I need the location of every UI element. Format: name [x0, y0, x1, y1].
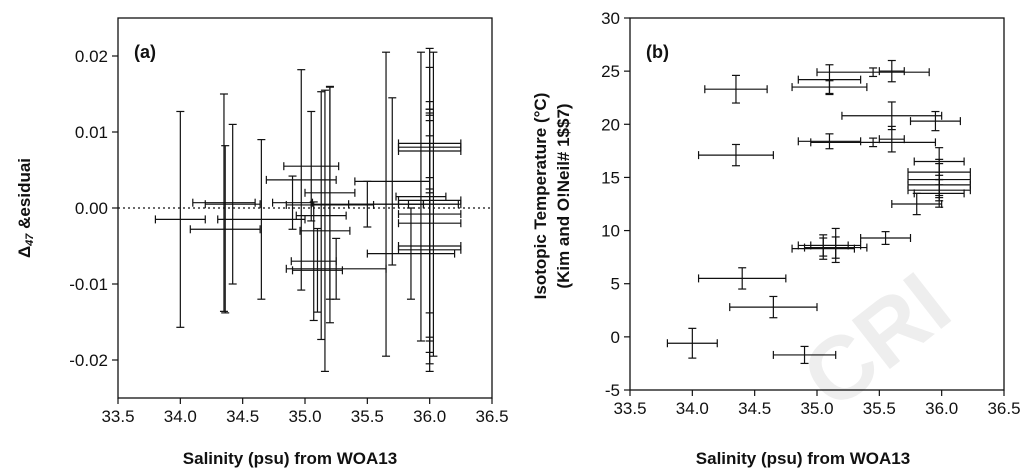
data-point [291, 227, 343, 313]
panel-a-y-axis-rest: &esiduai [15, 158, 34, 234]
panel-a-x-tick-label: 35.0 [288, 407, 321, 426]
panel-a-x-axis-title: Salinity (psu) from WOA13 [183, 449, 397, 468]
panel-b-y-tick-label: 20 [601, 115, 620, 134]
data-point [772, 345, 837, 365]
data-point [395, 51, 447, 342]
panel-b-y-tick-label: 25 [601, 62, 620, 81]
data-point [697, 143, 774, 167]
panel-a-x-tick-label: 34.0 [164, 407, 197, 426]
data-point [913, 178, 965, 208]
data-point [909, 110, 961, 132]
panel-a-y-tick-label: 0.00 [75, 199, 108, 218]
panel-a-label: (a) [134, 42, 156, 62]
data-point [891, 192, 943, 216]
data-point [217, 139, 306, 300]
panel-a-x-tick-label: 36.0 [413, 407, 446, 426]
panel-b-y-tick-label: 30 [601, 9, 620, 28]
panel-a-y-axis-subscript: 47 [24, 233, 36, 247]
data-point [697, 267, 787, 290]
data-point [810, 227, 862, 264]
panel-b-x-tick-label: 35.5 [863, 399, 896, 418]
panel-b-label: (b) [646, 42, 669, 62]
data-point [878, 125, 905, 153]
panel-b-y-tick-label: 5 [611, 275, 620, 294]
data-point [271, 175, 314, 230]
panel-a-y-tick-label: -0.02 [69, 351, 108, 370]
panel-a-errorbars [154, 47, 462, 372]
panel-b-y-tick-label: 0 [611, 328, 620, 347]
panel-a: 33.5 34.0 34.5 35.0 35.5 36.0 36.5 0.02 0.01 0.00… [15, 17, 509, 468]
data-point [878, 59, 905, 83]
panel-a-y-axis-title: Δ47 &esiduai [15, 158, 36, 258]
panel-b-y-tick-label: -5 [605, 381, 620, 400]
data-point [204, 123, 261, 285]
data-point [265, 69, 337, 291]
data-point [154, 110, 206, 328]
data-point [397, 108, 462, 338]
data-point [860, 231, 912, 245]
data-point [354, 97, 431, 266]
panel-b: 33.5 34.0 34.5 35.0 35.5 36.0 36.5 -5 0 5 10 15 20 25… [531, 9, 1021, 468]
panel-b-x-tick-label: 35.0 [800, 399, 833, 418]
panel-b-x-axis-title: Salinity (psu) from WOA13 [696, 449, 910, 468]
panel-b-x-tick-label: 33.5 [613, 399, 646, 418]
panel-b-y-tick-label: 15 [601, 168, 620, 187]
data-point [841, 101, 943, 131]
panel-b-x-tick-label: 34.5 [738, 399, 771, 418]
panel-a-y-tick-label: -0.01 [69, 275, 108, 294]
data-point [666, 327, 718, 359]
data-point [704, 74, 768, 104]
panel-a-y-tick-label: 0.02 [75, 47, 108, 66]
data-point [189, 145, 261, 314]
data-point [366, 207, 456, 300]
panel-a-x-tick-label: 36.5 [475, 407, 508, 426]
data-point [407, 51, 459, 357]
panel-b-errorbars [666, 59, 971, 365]
data-point [791, 80, 868, 95]
panel-a-x-tick-label: 35.5 [351, 407, 384, 426]
data-point [285, 86, 375, 324]
panel-a-x-tick-label: 33.5 [101, 407, 134, 426]
data-point [729, 295, 818, 319]
panel-b-y-axis-title-line2: (Kim and O!Neil# 1$$7) [554, 103, 573, 288]
panel-b-x-tick-label: 36.5 [987, 399, 1020, 418]
data-point [299, 89, 351, 372]
data-point [810, 137, 937, 148]
panel-b-x-tick-label: 36.0 [925, 399, 958, 418]
data-point [295, 91, 347, 341]
data-point [797, 133, 862, 150]
panel-b-y-tick-label: 10 [601, 222, 620, 241]
panel-b-x-tick-label: 34.0 [676, 399, 709, 418]
data-point [192, 93, 256, 312]
data-point [816, 67, 930, 78]
panel-a-y-axis-symbol: Δ [15, 246, 34, 258]
panel-a-y-tick-label: 0.01 [75, 123, 108, 142]
panel-b-y-axis-title-line1: Isotopic Temperature (°C) [531, 93, 550, 300]
panel-a-x-tick-label: 34.5 [226, 407, 259, 426]
